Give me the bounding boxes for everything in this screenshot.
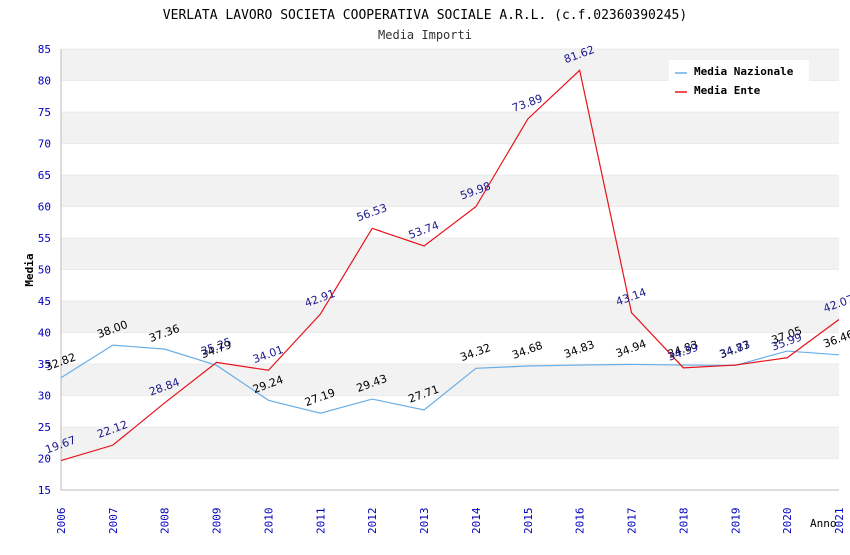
series-lines [60, 69, 840, 462]
legend-box [669, 60, 809, 100]
grid-band [61, 364, 839, 396]
x-tick-label: 2015 [522, 508, 535, 535]
y-tick-label: 60 [38, 201, 51, 214]
x-tick-label: 2019 [729, 508, 742, 535]
grid-band [61, 427, 839, 459]
x-tick-label: 2009 [211, 508, 224, 535]
y-tick-label: 20 [38, 453, 51, 466]
legend: Media Nazionale Media Ente [669, 60, 809, 100]
x-tick-label: 2012 [366, 508, 379, 535]
axes: 15 20 25 30 35 40 45 50 55 60 65 70 75 80 85 2006 2007 20… [38, 43, 846, 534]
y-tick-label: 50 [38, 264, 51, 277]
grid-band [61, 238, 839, 270]
y-tick-label: 25 [38, 421, 51, 434]
chart-title: VERLATA LAVORO SOCIETA COOPERATIVA SOCIA… [163, 8, 687, 23]
y-tick-label: 75 [38, 106, 51, 119]
x-tick-label: 2013 [418, 508, 431, 535]
series-line-media-ente [60, 69, 840, 462]
grid-band [61, 332, 839, 364]
x-tick-label: 2010 [262, 508, 275, 535]
grid-band [61, 112, 839, 144]
y-axis-label: Media [23, 253, 36, 286]
y-tick-label: 55 [38, 232, 51, 245]
x-tick-label: 2014 [470, 507, 483, 534]
grid-band [61, 143, 839, 175]
chart-text: VERLATA LAVORO SOCIETA COOPERATIVA SOCIA… [23, 8, 837, 530]
y-tick-label: 80 [38, 75, 51, 88]
y-tick-label: 15 [38, 484, 51, 497]
legend-label-media-nazionale: Media Nazionale [694, 65, 794, 78]
chart-subtitle: Media Importi [378, 28, 472, 42]
x-tick-label: 2017 [626, 508, 639, 535]
x-tick-label: 2006 [55, 508, 68, 535]
y-tick-label: 35 [38, 358, 51, 371]
series-line-media-nazionale [60, 344, 840, 414]
grid-band [61, 206, 839, 238]
y-tick-label: 85 [38, 43, 51, 56]
grid-bands [61, 48, 839, 491]
grid-band [61, 395, 839, 427]
x-tick-label: 2007 [107, 508, 120, 535]
y-tick-label: 70 [38, 138, 51, 151]
grid-band [61, 269, 839, 301]
x-tick-label: 2021 [833, 508, 846, 535]
legend-label-media-ente: Media Ente [694, 84, 761, 97]
y-tick-label: 65 [38, 169, 51, 182]
x-tick-label: 2020 [781, 508, 794, 535]
x-tick-label: 2018 [677, 508, 690, 535]
grid-band [61, 458, 839, 490]
x-tick-label: 2008 [159, 508, 172, 535]
x-axis-label: Anno [810, 517, 837, 530]
y-tick-label: 30 [38, 390, 51, 403]
x-tick-label: 2016 [574, 508, 587, 535]
grid-band [61, 175, 839, 207]
y-tick-label: 40 [38, 327, 51, 340]
y-tick-label: 45 [38, 295, 51, 308]
grid-band [61, 301, 839, 333]
x-tick-label: 2011 [314, 508, 327, 535]
